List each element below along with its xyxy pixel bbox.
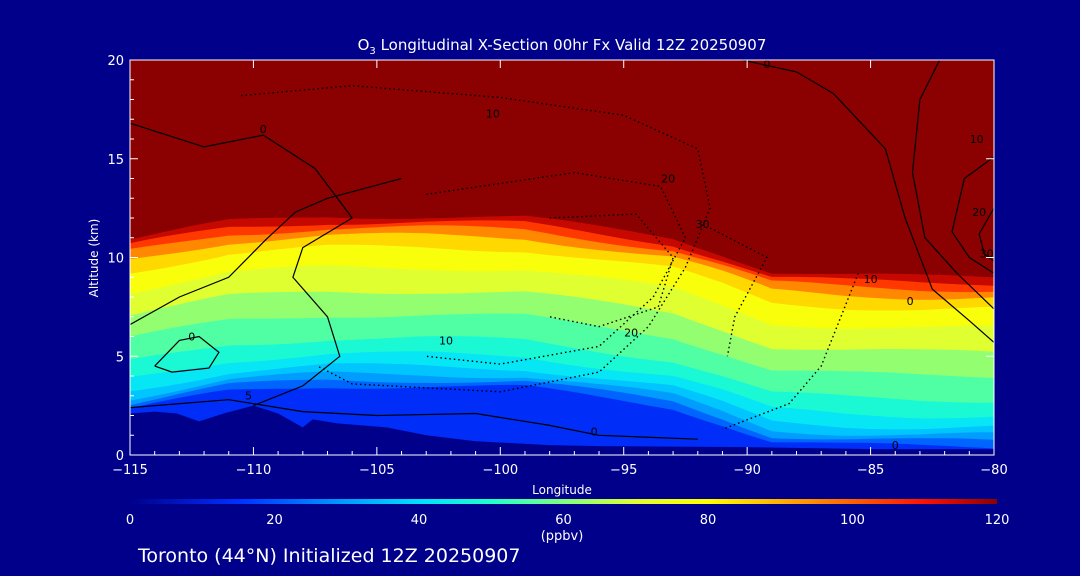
- contour-label-13: 10: [970, 133, 984, 146]
- x-axis: −115 −110 −105 −100 −95 −90 −85 −80: [112, 60, 1008, 478]
- y-tick-label: 15: [107, 153, 124, 168]
- ozone-fill-layers: [130, 215, 994, 455]
- contour-label-1: 10: [486, 107, 500, 120]
- contour-20-east: [951, 156, 994, 274]
- colorbar: [130, 499, 997, 504]
- colorbar-tick-label: 20: [266, 513, 283, 528]
- contour-0-east: [742, 60, 994, 343]
- colorbar-tick-label: 0: [126, 513, 134, 528]
- x-tick-label: −100: [482, 463, 518, 478]
- y-tick-label: 10: [107, 252, 124, 267]
- colorbar-tick-label: 120: [985, 513, 1010, 528]
- ozone-contour-lines: [130, 60, 994, 440]
- y-tick-label: 5: [116, 350, 124, 365]
- x-tick-label: −110: [236, 463, 272, 478]
- x-tick-label: −115: [112, 463, 148, 478]
- colorbar-unit-label: (ppbv): [541, 529, 584, 544]
- contour-0-loop: [154, 335, 220, 373]
- colorbar-tick-label: 40: [411, 513, 428, 528]
- x-tick-label: −90: [733, 463, 760, 478]
- contour-label-0: 0: [260, 123, 267, 136]
- contour-30-dotted: [549, 213, 674, 328]
- colorbar-tick-label: 100: [840, 513, 865, 528]
- contour-5-low: [130, 399, 698, 440]
- y-tick-label: 0: [116, 449, 124, 464]
- contour-0-west-2: [130, 177, 402, 326]
- contour-label-12: 0: [763, 58, 770, 71]
- contour-label-2: 20: [661, 172, 675, 185]
- location-init-label: Toronto (44°N) Initialized 12Z 20250907: [137, 545, 521, 567]
- contour-10-dotted: [241, 84, 711, 393]
- contour-10-east: [911, 60, 994, 310]
- contour-labels: 0 10 20 30 10 20 0 5 0 0 10 0 0 10 20 30: [188, 58, 994, 452]
- terrain-layer: [130, 405, 994, 455]
- contour-label-8: 0: [591, 425, 598, 438]
- terrain-profile: [130, 405, 994, 455]
- x-tick-label: −95: [610, 463, 637, 478]
- contour-0-west: [130, 122, 354, 407]
- contour-label-3: 30: [696, 218, 710, 231]
- x-tick-label: −80: [980, 463, 1007, 478]
- contour-30-east: [709, 227, 768, 357]
- contour-label-14: 20: [972, 206, 986, 219]
- contour-label-15: 30: [980, 248, 994, 261]
- y-axis: 0 5 10 15 20: [107, 54, 994, 464]
- contour-label-9: 0: [892, 439, 899, 452]
- x-tick-label: −85: [857, 463, 884, 478]
- contour-label-10: 10: [864, 273, 878, 286]
- y-axis-label: Altitude (km): [87, 219, 101, 298]
- contour-10-dotted-east: [722, 273, 859, 430]
- contour-label-11: 0: [907, 295, 914, 308]
- colorbar-ticks: 0 20 40 60 80 100 120: [126, 513, 1010, 528]
- chart-title: O3 Longitudinal X-Section 00hr Fx Valid …: [358, 36, 767, 57]
- colorbar-tick-label: 60: [555, 513, 572, 528]
- colorbar-tick-label: 80: [700, 513, 717, 528]
- y-tick-label: 20: [107, 54, 124, 69]
- x-axis-label: Longitude: [532, 483, 592, 497]
- contour-label-7: 5: [245, 390, 252, 403]
- contour-label-4: 10: [439, 334, 453, 347]
- contour-20-dotted: [426, 171, 687, 365]
- contour-label-6: 0: [188, 330, 195, 343]
- plot-area: 0 10 20 30 10 20 0 5 0 0 10 0 0 10 20 30: [130, 58, 994, 455]
- x-tick-label: −105: [359, 463, 395, 478]
- contour-label-5: 20: [624, 327, 638, 340]
